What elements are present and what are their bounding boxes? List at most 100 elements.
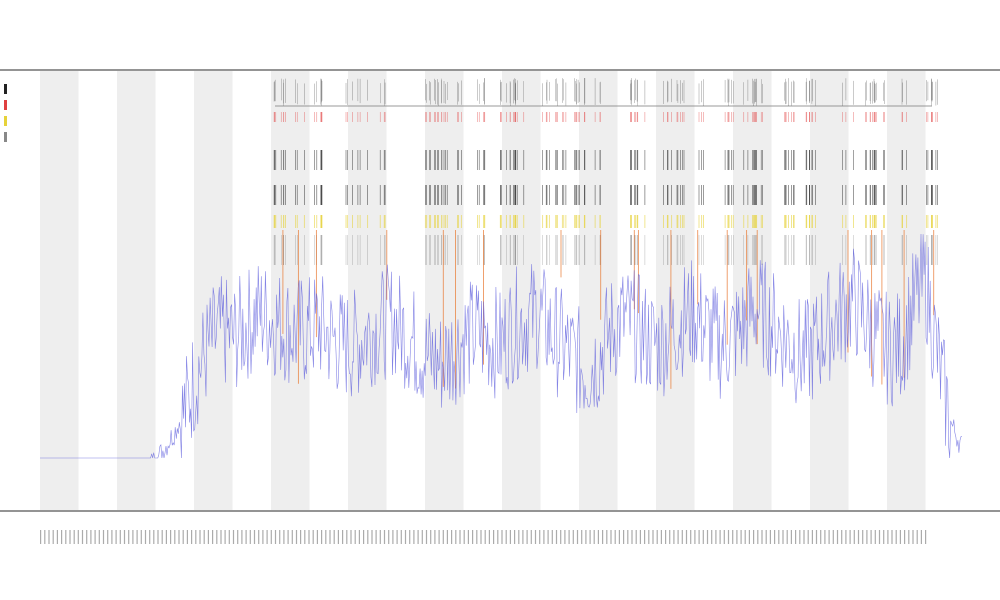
- x-tick-label: [815, 530, 818, 544]
- x-tick-label: [706, 530, 709, 544]
- x-tick-label: [908, 530, 910, 544]
- x-tick-label: [702, 530, 704, 544]
- x-tick-label: [916, 530, 918, 544]
- x-tick-label: [329, 530, 331, 544]
- x-tick-label: [795, 530, 797, 544]
- legend-swatch: [4, 132, 7, 142]
- x-tick-label: [446, 530, 448, 544]
- background-band: [271, 71, 310, 510]
- x-tick-label: [824, 530, 826, 544]
- x-tick-label: [493, 530, 495, 544]
- x-tick-label: [811, 530, 813, 544]
- background-band: [40, 71, 79, 510]
- x-tick-label: [333, 530, 335, 544]
- x-tick-label: [555, 530, 558, 544]
- x-tick-label: [656, 530, 658, 544]
- x-tick-label: [321, 530, 323, 544]
- x-tick-label: [342, 530, 344, 544]
- x-tick-label: [560, 530, 562, 544]
- x-tick-label: [48, 530, 50, 544]
- x-tick-label: [836, 530, 839, 544]
- x-tick-label: [551, 530, 553, 544]
- x-tick-label: [740, 530, 742, 544]
- x-tick-label: [534, 530, 537, 544]
- x-tick-label: [597, 530, 599, 544]
- x-tick-label: [86, 530, 88, 544]
- x-tick-label: [618, 530, 620, 544]
- x-tick-label: [98, 530, 100, 544]
- x-tick-label: [895, 530, 897, 544]
- x-tick-label: [488, 530, 490, 544]
- x-tick-label: [765, 530, 767, 544]
- x-tick-label: [455, 530, 457, 544]
- x-tick-label: [312, 530, 314, 544]
- x-tick-label: [568, 530, 570, 544]
- x-tick-label: [673, 530, 675, 544]
- background-band: [887, 71, 926, 510]
- x-tick-label: [144, 530, 147, 544]
- x-tick-label: [337, 530, 339, 544]
- x-tick-label: [912, 530, 914, 544]
- x-tick-label: [878, 530, 881, 544]
- x-tick-label: [849, 530, 851, 544]
- x-tick-label: [228, 530, 230, 544]
- x-tick-label: [354, 530, 356, 544]
- x-tick-label: [623, 530, 625, 544]
- x-tick-label: [316, 530, 318, 544]
- x-tick-label: [883, 530, 885, 544]
- x-tick-label: [132, 530, 134, 544]
- x-tick-label: [887, 530, 889, 544]
- x-tick-label: [115, 530, 117, 544]
- x-tick-label: [669, 530, 671, 544]
- background-band: [502, 71, 541, 510]
- x-tick-label: [119, 530, 121, 544]
- x-tick-label: [425, 530, 428, 544]
- x-tick-label: [761, 530, 763, 544]
- x-tick-label: [383, 530, 386, 544]
- x-tick-label: [102, 530, 105, 544]
- x-tick-label: [195, 530, 197, 544]
- x-tick-label: [832, 530, 834, 544]
- legend-swatch: [4, 116, 7, 126]
- x-tick-label: [778, 530, 780, 544]
- x-tick-label: [648, 530, 650, 544]
- x-tick-label: [442, 530, 444, 544]
- legend-swatch: [4, 84, 7, 94]
- x-tick-label: [388, 530, 390, 544]
- x-tick-label: [224, 530, 226, 544]
- x-tick-label: [530, 530, 532, 544]
- x-tick-label: [417, 530, 419, 544]
- x-tick-label: [463, 530, 465, 544]
- x-tick-label: [723, 530, 725, 544]
- x-tick-label: [350, 530, 352, 544]
- x-tick-label: [174, 530, 176, 544]
- x-tick-label: [757, 530, 759, 544]
- x-tick-label: [786, 530, 788, 544]
- x-tick-label: [375, 530, 377, 544]
- x-tick-label: [241, 530, 243, 544]
- x-tick-label: [430, 530, 432, 544]
- x-tick-label: [769, 530, 771, 544]
- x-tick-label: [853, 530, 855, 544]
- x-tick-label: [207, 530, 209, 544]
- x-tick-label: [904, 530, 906, 544]
- x-tick-label: [857, 530, 860, 544]
- x-tick-label: [677, 530, 679, 544]
- x-tick-label: [690, 530, 692, 544]
- x-tick-label: [157, 530, 159, 544]
- x-tick-label: [258, 530, 260, 544]
- x-tick-label: [136, 530, 138, 544]
- x-tick-label: [396, 530, 398, 544]
- x-tick-label: [614, 530, 616, 544]
- x-tick-label: [287, 530, 289, 544]
- x-tick-label: [140, 530, 142, 544]
- x-tick-label: [220, 530, 222, 544]
- x-tick-label: [295, 530, 298, 544]
- x-tick-label: [820, 530, 822, 544]
- x-tick-label: [681, 530, 683, 544]
- x-tick-label: [107, 530, 109, 544]
- x-tick-label: [635, 530, 637, 544]
- x-tick-label: [203, 530, 205, 544]
- x-tick-label: [77, 530, 79, 544]
